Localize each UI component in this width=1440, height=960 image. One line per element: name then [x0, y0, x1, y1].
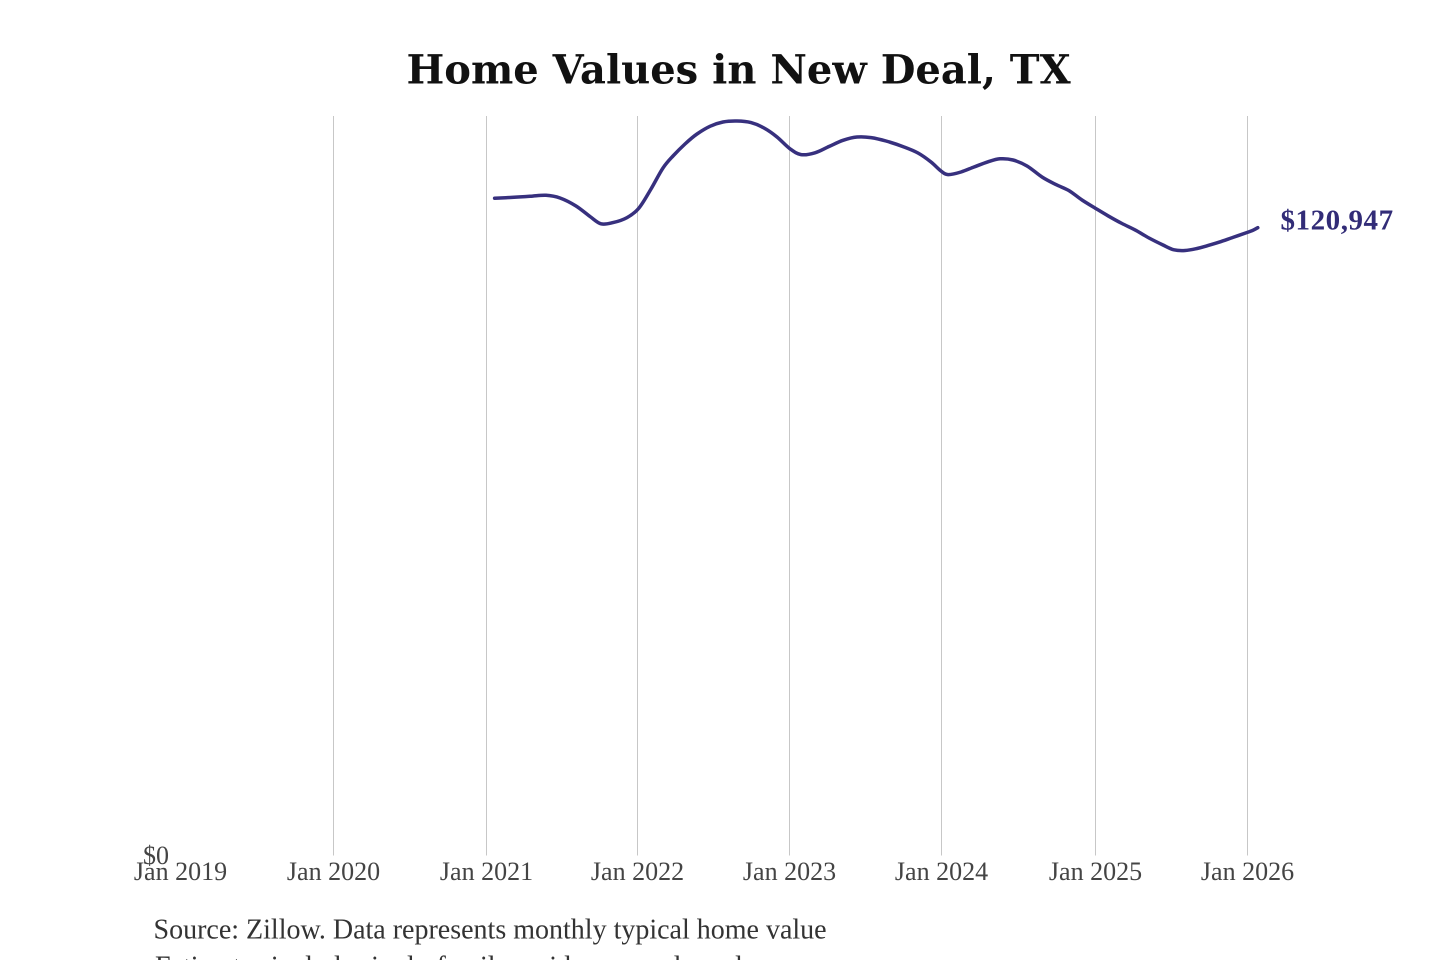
svg-text:Source: Zillow. Data represent: Source: Zillow. Data represents monthly … [154, 915, 827, 946]
svg-text:$120,947: $120,947 [1281, 205, 1394, 237]
svg-text:Jan 2020: Jan 2020 [287, 857, 380, 886]
svg-text:Jan 2019: Jan 2019 [134, 857, 227, 886]
svg-text:Jan 2021: Jan 2021 [440, 857, 533, 886]
svg-text:Jan 2025: Jan 2025 [1049, 857, 1142, 886]
svg-text:Jan 2022: Jan 2022 [591, 857, 684, 886]
svg-text:Jan 2024: Jan 2024 [895, 857, 988, 886]
svg-text:Estimates include single-famil: Estimates include single-family residenc… [155, 952, 767, 960]
svg-text:Jan 2023: Jan 2023 [743, 857, 836, 886]
svg-text:Home Values in New Deal, TX: Home Values in New Deal, TX [407, 46, 1071, 93]
svg-text:Jan 2026: Jan 2026 [1201, 857, 1294, 886]
svg-text:$0: $0 [143, 841, 169, 870]
